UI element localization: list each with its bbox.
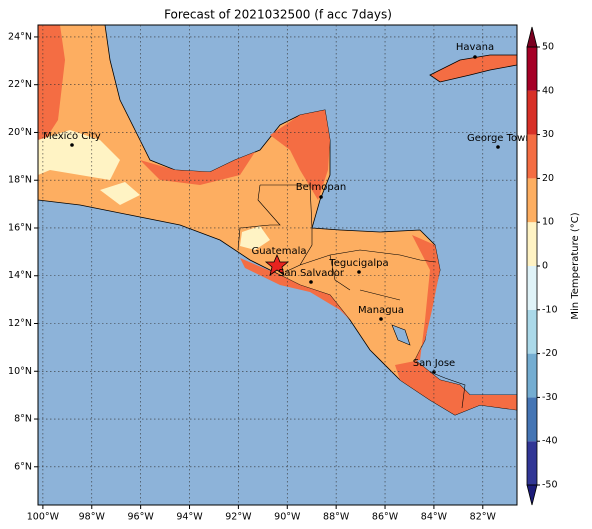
city-dot [319,195,323,199]
city-label: San Jose [413,358,455,369]
city-dot [70,143,74,147]
x-tick-label: 82°W [470,512,497,523]
colorbar-band [527,309,537,354]
cuba [429,54,517,83]
colorbar-band [527,441,537,485]
city-dot [357,270,361,274]
y-tick-label: 14°N [8,270,32,281]
colorbar-tick-label: 50 [542,42,554,53]
warm-zone [38,25,65,140]
colorbar-band [527,178,537,223]
colorbar-tick-label: 20 [542,173,554,184]
cool-zone [100,182,140,205]
y-tick-label: 20°N [8,127,32,138]
x-tick-label: 92°W [225,512,252,523]
colorbar-tick-label: 10 [542,217,554,228]
borders [237,184,466,409]
colorbar-band [527,397,537,442]
colorbar-tick-label: -50 [542,480,558,491]
city-dot [309,280,313,284]
colorbar-tick-label: 30 [542,129,554,140]
colorbar-band [527,222,537,266]
colorbar-tick-label: -30 [542,392,558,403]
city-star [264,253,290,276]
colorbar-tick-label: -20 [542,348,558,359]
y-tick-label: 8°N [14,414,32,425]
city-dot [496,145,500,149]
cities: Havana George Town Mexico City Belmopan … [43,42,532,374]
x-tick-label: 98°W [79,512,106,523]
colorbar-band [527,90,537,135]
city-dot [379,317,383,321]
x-tick-label: 94°W [176,512,203,523]
cool-zone [240,226,270,250]
y-tick-label: 12°N [8,318,32,329]
city-label: Havana [456,42,494,53]
colorbar-tick-label: 40 [542,85,554,96]
city-dot [473,55,477,59]
colorbar-tick-label: -40 [542,436,558,447]
x-tick-label: 88°W [323,512,350,523]
y-tick-label: 24°N [8,31,32,42]
y-tick-label: 18°N [8,175,32,186]
city-label: Tegucigalpa [328,258,388,269]
x-tick-label: 96°W [128,512,155,523]
colorbar-tick-label: 0 [542,261,548,272]
warm-zone [395,235,517,415]
city-label: Mexico City [43,131,101,142]
chart-title: Forecast of 2021032500 (f acc 7days) [164,8,392,22]
y-tick-label: 22°N [8,79,32,90]
colorbar-band [527,266,537,310]
y-tick-label: 16°N [8,222,32,233]
colorbar-label: Min Temperature (°C) [570,212,581,319]
cool-zone [38,130,120,180]
city-label: Managua [358,305,404,316]
lake [391,324,411,346]
y-tick-label: 6°N [14,461,32,472]
colorbar-band [527,353,537,398]
x-tick-label: 84°W [421,512,448,523]
x-tick-label: 86°W [372,512,399,523]
city-label: Guatemala [251,246,306,257]
city-label: Belmopan [296,182,346,193]
city-label: San Salvador [278,268,345,279]
city-label: George Town [467,133,532,144]
x-tick-label: 100°W [27,512,60,523]
colorbar-extend [526,484,538,506]
colorbar-band [527,47,537,91]
warm-zone [140,152,255,185]
colorbar-tick-label: -10 [542,304,558,315]
colorbar-extend [526,26,538,48]
x-tick-label: 90°W [274,512,301,523]
y-tick-label: 10°N [8,366,32,377]
map-frame [37,24,518,506]
colorbar-band [527,134,537,179]
